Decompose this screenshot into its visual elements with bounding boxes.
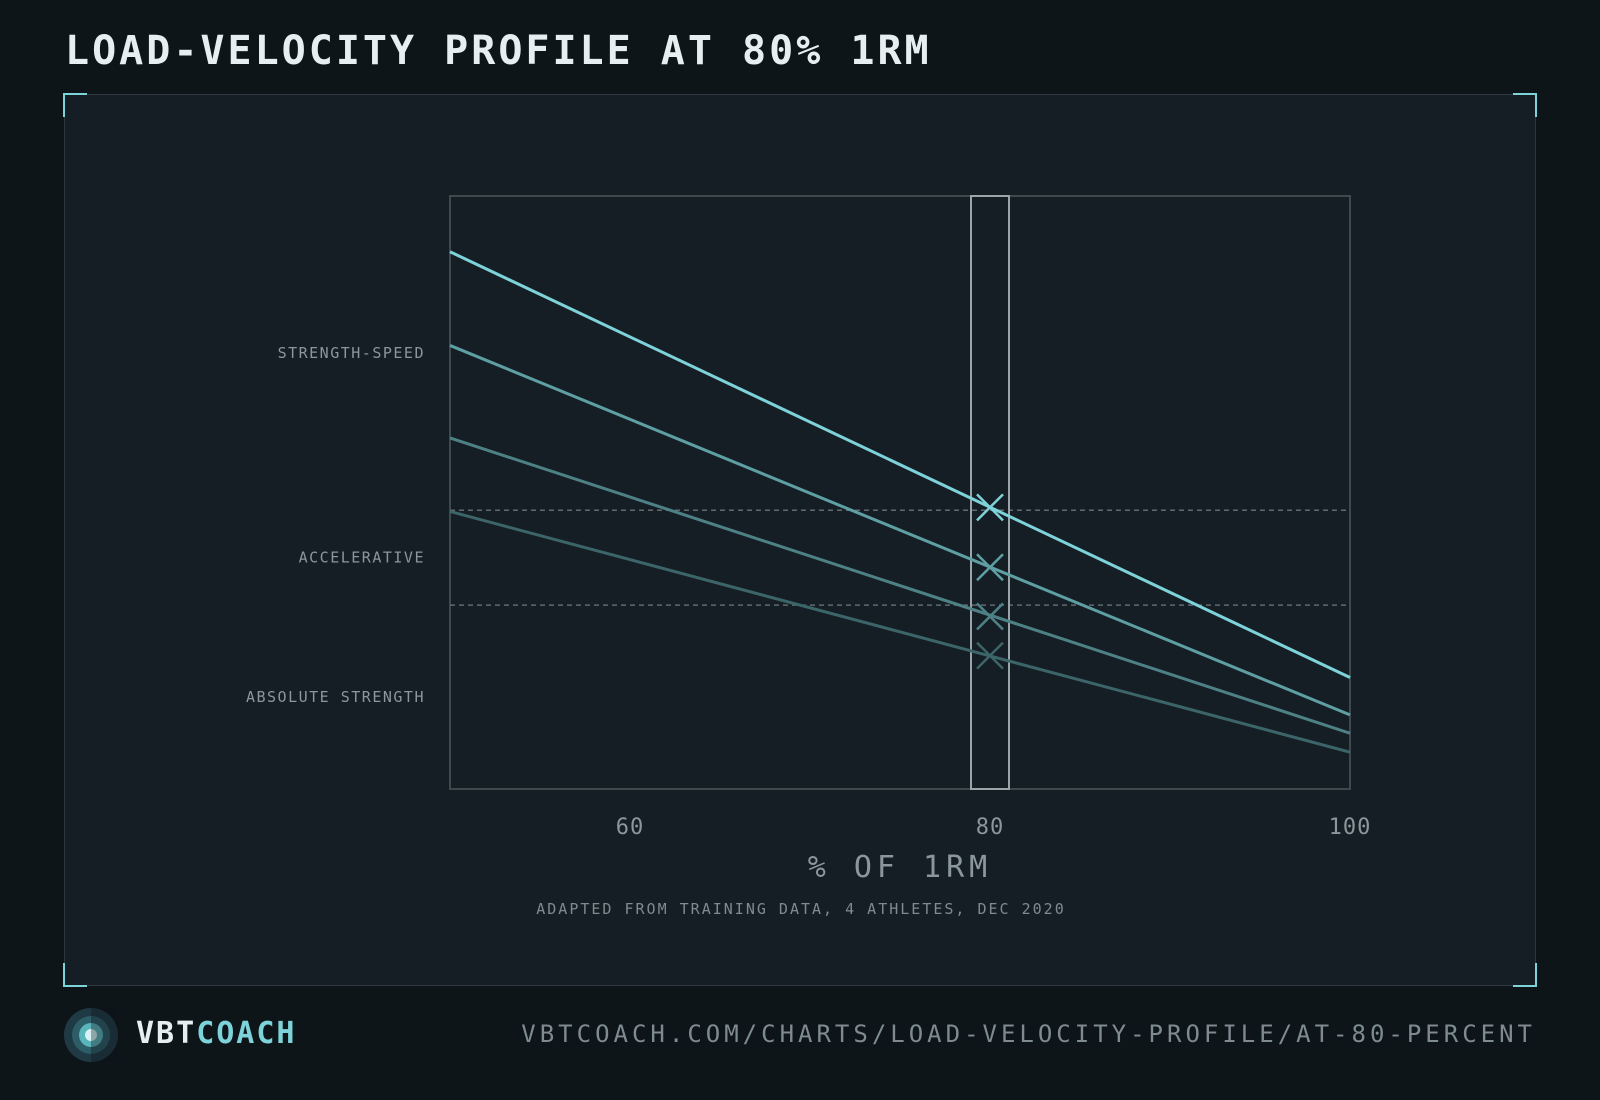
series-line-3	[449, 510, 1351, 754]
brand-part1: VBT	[136, 1016, 197, 1051]
corner-bracket-bottom-left	[63, 963, 87, 987]
corner-bracket-bottom-right	[1513, 963, 1537, 987]
series-marker-2	[976, 602, 1004, 631]
chart-panel	[63, 93, 1537, 987]
zone-label-2: ABSOLUTE STRENGTH	[246, 688, 425, 706]
page-title: LOAD-VELOCITY PROFILE AT 80% 1RM	[65, 28, 932, 74]
zone-label-0: STRENGTH-SPEED	[278, 344, 425, 362]
highlight-band	[970, 195, 1010, 790]
x-tick-label-80: 80	[976, 815, 1005, 840]
chart-caption: ADAPTED FROM TRAINING DATA, 4 ATHLETES, …	[536, 900, 1065, 918]
x-tick-label-100: 100	[1329, 815, 1372, 840]
x-tick-label-60: 60	[616, 815, 645, 840]
plot-frame	[449, 195, 1351, 790]
corner-bracket-top-left	[63, 93, 87, 117]
series-line-2	[449, 436, 1351, 735]
series-line-0	[449, 250, 1351, 679]
zone-label-1: ACCELERATIVE	[299, 549, 425, 567]
brand-part2: COACH	[196, 1016, 297, 1051]
series-marker-1	[976, 553, 1004, 582]
concentric-target-icon	[64, 1008, 118, 1062]
footer-url: VBTCOACH.COM/CHARTS/LOAD-VELOCITY-PROFIL…	[521, 1020, 1536, 1048]
x-axis-title: % OF 1RM	[808, 850, 993, 885]
corner-bracket-top-right	[1513, 93, 1537, 117]
load-velocity-chart: STRENGTH-SPEED ACCELERATIVE ABSOLUTE STREN…	[246, 195, 1372, 918]
brand-logo-text: VBTCOACH	[136, 1016, 297, 1051]
series-marker-3	[976, 641, 1004, 670]
series-line-1	[449, 344, 1351, 717]
series-marker-0	[976, 493, 1004, 522]
